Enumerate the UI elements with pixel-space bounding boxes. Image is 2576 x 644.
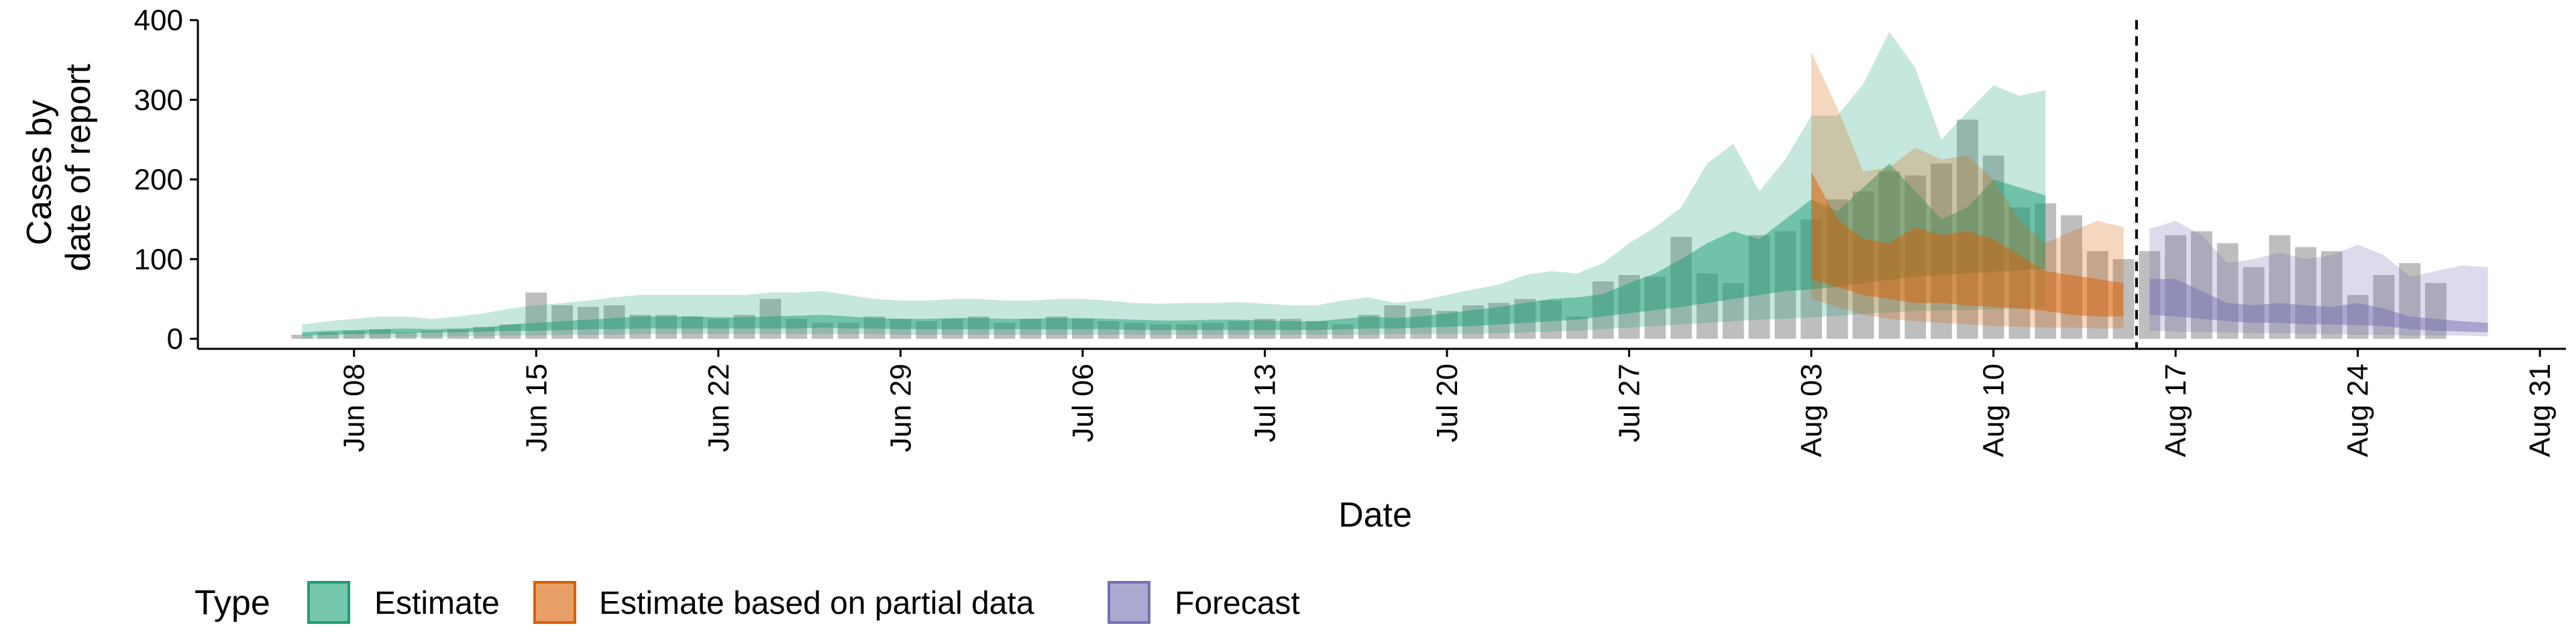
x-tick-label: Jul 20 xyxy=(1431,364,1464,442)
legend-label-partial: Estimate based on partial data xyxy=(599,586,1034,621)
x-tick-label: Aug 31 xyxy=(2524,364,2557,457)
bar xyxy=(2191,231,2212,339)
x-tick-label: Aug 24 xyxy=(2342,364,2375,457)
ribbon-inner-forecast xyxy=(2149,278,2488,333)
y-tick-label: 400 xyxy=(134,4,183,37)
x-axis-title: Date xyxy=(1338,496,1412,535)
legend: Type Estimate Estimate based on partial … xyxy=(195,581,1300,624)
ribbon-outer-estimate xyxy=(302,32,2046,339)
x-tick-label: Aug 10 xyxy=(1978,364,2010,457)
y-tick-label: 0 xyxy=(167,323,183,356)
x-tick-label: Jul 27 xyxy=(1613,364,1646,442)
axes: 0 100 200 300 400 Jun 08 Jun 15 Jun 22 Jun 29 Jul… xyxy=(134,4,2566,457)
legend-swatch-estimate xyxy=(307,581,350,624)
bar xyxy=(1566,316,1588,339)
bar xyxy=(317,332,339,339)
x-tick-label: Jul 06 xyxy=(1067,364,1099,442)
bar xyxy=(2243,267,2265,339)
bar xyxy=(421,331,443,339)
x-tick-label: Jun 22 xyxy=(702,364,735,452)
legend-swatch-partial xyxy=(533,581,576,624)
y-axis-title-line2: date of report xyxy=(59,64,98,272)
bar xyxy=(395,332,417,339)
ribbons xyxy=(302,32,2488,339)
bar xyxy=(291,335,313,339)
x-tick-label: Aug 17 xyxy=(2159,364,2192,457)
bar xyxy=(525,292,547,339)
y-tick-label: 200 xyxy=(134,164,183,197)
x-tick-label: Jun 29 xyxy=(884,364,917,452)
legend-label-estimate: Estimate xyxy=(374,586,500,621)
y-tick-label: 300 xyxy=(134,84,183,117)
y-axis-title: Cases by date of report xyxy=(20,64,98,272)
x-tick-label: Jun 08 xyxy=(338,364,371,452)
ribbon-inner-estimate xyxy=(302,163,2046,336)
legend-title: Type xyxy=(195,584,270,623)
x-tick-label: Aug 03 xyxy=(1795,364,1828,457)
x-tick-label: Jun 15 xyxy=(520,364,553,452)
y-axis-title-line1: Cases by xyxy=(20,100,59,246)
ribbon-inner-estimate-based-on-partial-data xyxy=(1811,171,2124,317)
bar xyxy=(2373,275,2395,339)
bar xyxy=(343,331,365,339)
legend-swatch-forecast xyxy=(1108,581,1150,624)
legend-label-forecast: Forecast xyxy=(1175,586,1300,621)
x-tick-label: Jul 13 xyxy=(1248,364,1281,442)
y-tick-label: 100 xyxy=(134,243,183,276)
bar xyxy=(2216,243,2239,339)
